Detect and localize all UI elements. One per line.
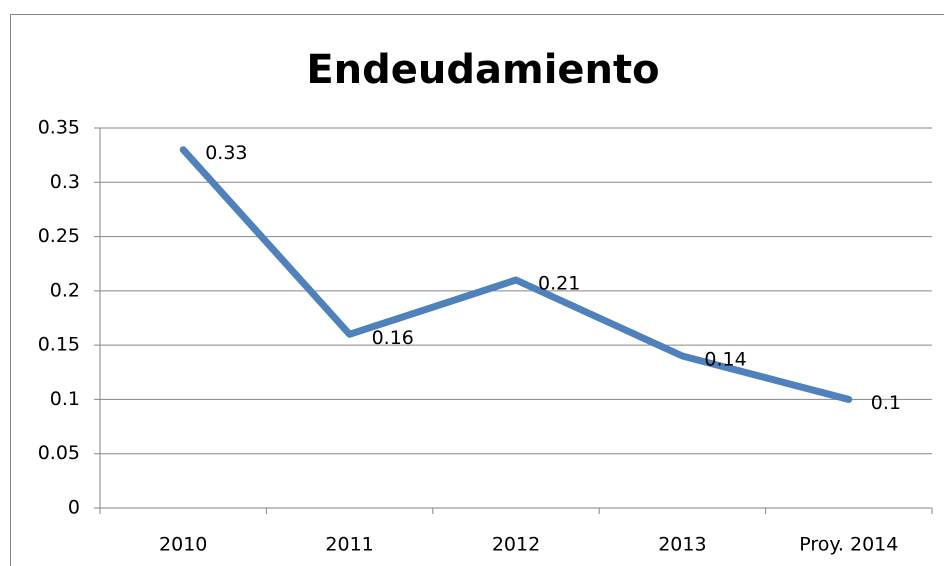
y-tick-label: 0.1 — [50, 388, 80, 410]
y-tick-label: 0.3 — [50, 171, 80, 193]
x-tick-label: 2013 — [658, 534, 706, 556]
y-tick-label: 0.25 — [38, 225, 80, 247]
data-line — [179, 146, 853, 403]
data-label: 0.14 — [704, 349, 746, 371]
y-tick-label: 0.2 — [50, 279, 80, 301]
y-tick-label: 0.35 — [38, 117, 80, 139]
x-tick-label: 2012 — [492, 534, 540, 556]
data-label: 0.33 — [205, 142, 247, 164]
y-tick-label: 0.15 — [38, 334, 80, 356]
data-label: 0.16 — [372, 327, 414, 349]
x-tick-label: Proy. 2014 — [799, 534, 898, 556]
data-label: 0.1 — [871, 392, 901, 414]
x-tick-label: 2010 — [159, 534, 207, 556]
chart-title: Endeudamiento — [306, 47, 659, 93]
data-label: 0.21 — [538, 273, 580, 295]
y-tick-label: 0.05 — [38, 442, 80, 464]
y-tick-label: 0 — [68, 497, 80, 519]
x-tick-label: 2011 — [325, 534, 373, 556]
